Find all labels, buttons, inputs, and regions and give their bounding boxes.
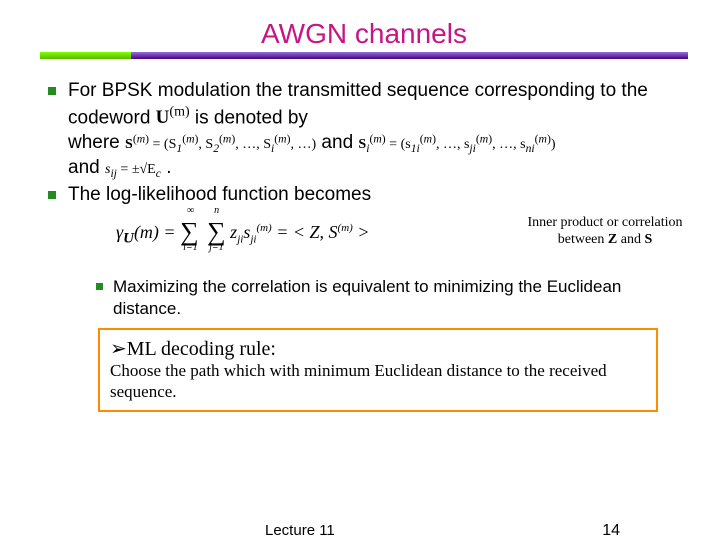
bullet-2-text: The log-likelihood function becomes xyxy=(68,183,371,208)
slide-content: For BPSK modulation the transmitted sequ… xyxy=(40,79,688,412)
ml-decoding-callout: ➢ML decoding rule: Choose the path which… xyxy=(98,328,658,412)
callout-body: Choose the path which with minimum Eucli… xyxy=(110,361,646,402)
equation-annotation: Inner product or correlation between Z a… xyxy=(520,215,690,249)
slide-title: AWGN channels xyxy=(40,18,688,50)
sub-bullet-text: Maximizing the correlation is equivalent… xyxy=(113,276,680,320)
title-underline xyxy=(40,52,688,59)
lecture-label: Lecture 11 xyxy=(265,522,335,539)
bullet-2: The log-likelihood function becomes xyxy=(48,183,680,208)
bullet-1-text: For BPSK modulation the transmitted sequ… xyxy=(68,79,680,181)
sub-bullet-1: Maximizing the correlation is equivalent… xyxy=(96,276,680,320)
bullet-square-icon xyxy=(48,191,56,199)
page-number: 14 xyxy=(602,522,620,540)
bullet-1: For BPSK modulation the transmitted sequ… xyxy=(48,79,680,181)
bullet-square-icon xyxy=(96,283,103,290)
callout-heading: ➢ML decoding rule: xyxy=(110,336,646,361)
bullet-square-icon xyxy=(48,87,56,95)
